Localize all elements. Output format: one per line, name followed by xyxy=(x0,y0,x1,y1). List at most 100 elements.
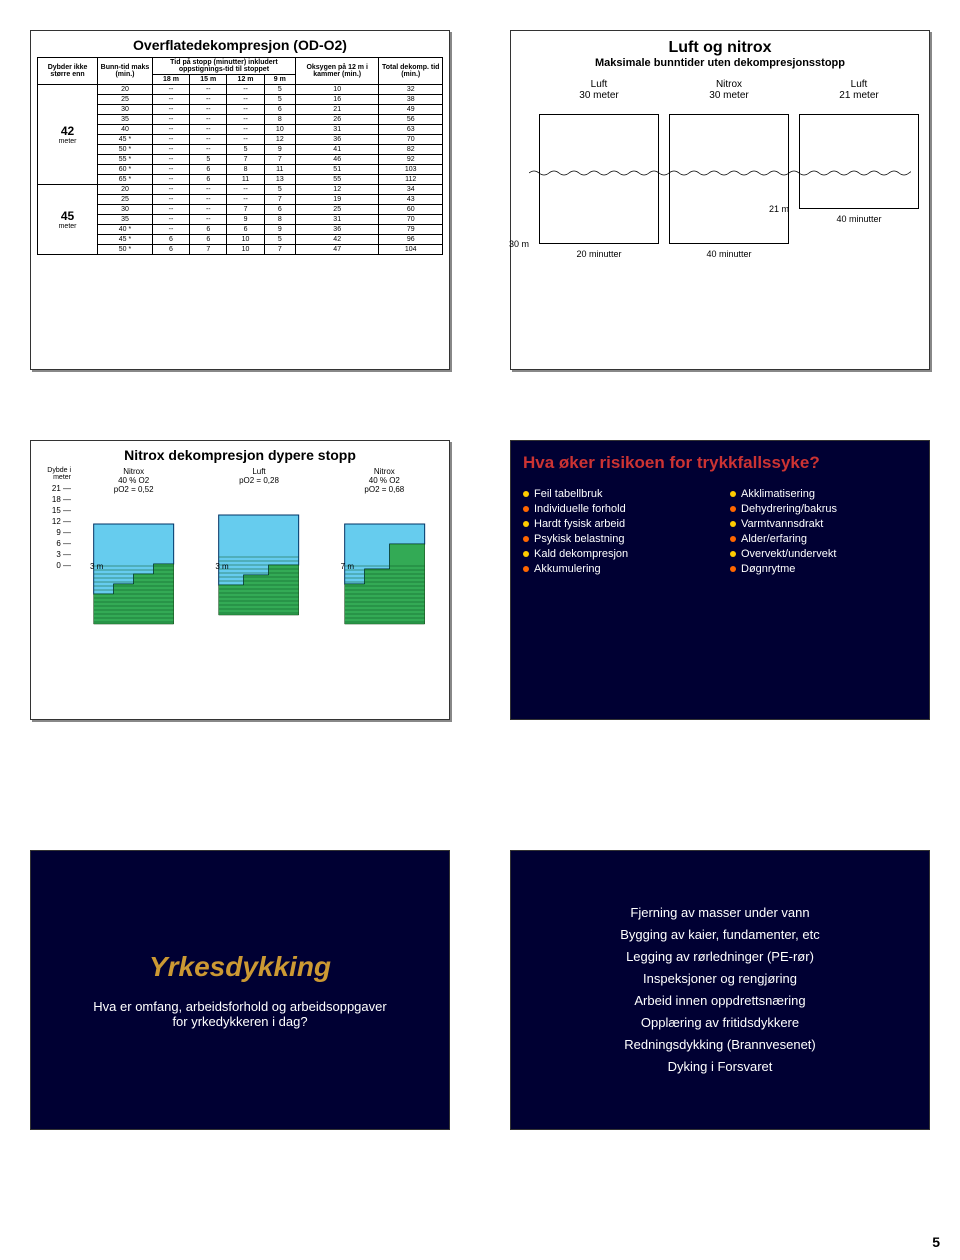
risk-text: Psykisk belastning xyxy=(534,533,625,545)
risk-text: Alder/erfaring xyxy=(741,533,807,545)
table-cell: 31 xyxy=(295,215,378,225)
task-item: Fjerning av masser under vann xyxy=(531,902,909,924)
profile-column: LuftpO2 = 0,28 3 m xyxy=(200,467,317,667)
table-cell: 7 xyxy=(227,155,264,165)
bullet-icon xyxy=(730,506,736,512)
slide-nitrox-dekompresjon: Nitrox dekompresjon dypere stopp Dybde i… xyxy=(30,440,450,720)
profile-label: LuftpO2 = 0,28 xyxy=(200,467,317,485)
table-cell: 6 xyxy=(264,105,295,115)
table-cell: -- xyxy=(190,85,227,95)
table-cell: 5 xyxy=(264,185,295,195)
s1-title: Overflatedekompresjon (OD-O2) xyxy=(37,37,443,53)
bullet-icon xyxy=(730,551,736,557)
risk-text: Akklimatisering xyxy=(741,488,815,500)
table-cell: 47 xyxy=(295,245,378,255)
risk-item: Akkumulering xyxy=(523,563,710,575)
table-cell: 10 xyxy=(227,235,264,245)
table-cell: 25 xyxy=(98,195,153,205)
profiles-area: Nitrox40 % O2pO2 = 0,523 mLuftpO2 = 0,28… xyxy=(75,467,443,667)
table-cell: -- xyxy=(152,95,189,105)
risk-item: Akklimatisering xyxy=(730,488,917,500)
table-cell: 10 xyxy=(264,125,295,135)
risk-item: Døgnrytme xyxy=(730,563,917,575)
depth-bar xyxy=(799,114,919,209)
table-cell: 7 xyxy=(264,245,295,255)
table-cell: 92 xyxy=(379,155,443,165)
table-cell: 8 xyxy=(264,215,295,225)
col-label: Luft21 meter xyxy=(799,79,919,101)
sh3: 9 m xyxy=(264,75,295,85)
table-cell: 60 xyxy=(379,205,443,215)
col-label: Nitrox30 meter xyxy=(669,79,789,101)
time-label: 40 minutter xyxy=(799,214,919,224)
step-label: 3 m xyxy=(215,562,228,571)
bullet-icon xyxy=(523,521,529,527)
table-cell: 10 xyxy=(227,245,264,255)
table-cell: -- xyxy=(190,145,227,155)
table-cell: -- xyxy=(190,115,227,125)
profile-column: Nitrox40 % O2pO2 = 0,52 3 m xyxy=(75,467,192,667)
s2-sub: Maksimale bunntider uten dekompresjonsst… xyxy=(519,57,921,69)
task-item: Opplæring av fritidsdykkere xyxy=(531,1012,909,1034)
table-cell: 35 xyxy=(98,215,153,225)
table-cell: -- xyxy=(152,215,189,225)
table-cell: 34 xyxy=(379,185,443,195)
table-cell: 30 xyxy=(98,205,153,215)
table-cell: 49 xyxy=(379,105,443,115)
y-axis-label: Dybde i meter xyxy=(37,467,71,481)
task-item: Arbeid innen oppdrettsnæring xyxy=(531,990,909,1012)
table-cell: 20 xyxy=(98,85,153,95)
h0: Dybder ikke større enn xyxy=(38,58,98,85)
table-cell: 65 * xyxy=(98,175,153,185)
risk-item: Varmtvannsdrakt xyxy=(730,518,917,530)
time-label: 20 minutter xyxy=(539,249,659,259)
table-cell: -- xyxy=(190,105,227,115)
risk-item: Overvekt/undervekt xyxy=(730,548,917,560)
table-cell: 7 xyxy=(190,245,227,255)
table-cell: 51 xyxy=(295,165,378,175)
y-tick: 12 — xyxy=(37,516,71,527)
y-tick: 18 — xyxy=(37,494,71,505)
table-cell: 10 xyxy=(295,85,378,95)
risk-item: Psykisk belastning xyxy=(523,533,710,545)
h1: Bunn-tid maks (min.) xyxy=(98,58,153,85)
table-cell: 16 xyxy=(295,95,378,105)
table-cell: 11 xyxy=(264,165,295,175)
s2-chart: Luft30 meter30 m20 minutterNitrox30 mete… xyxy=(519,79,921,339)
risk-item: Feil tabellbruk xyxy=(523,488,710,500)
table-cell: 5 xyxy=(264,235,295,245)
table-cell: -- xyxy=(152,105,189,115)
table-cell: 40 * xyxy=(98,225,153,235)
y-tick: 9 — xyxy=(37,527,71,538)
table-cell: 56 xyxy=(379,115,443,125)
profile-label: Nitrox40 % O2pO2 = 0,68 xyxy=(326,467,443,494)
risk-item: Kald dekompresjon xyxy=(523,548,710,560)
s5-title: Yrkesdykking xyxy=(149,951,331,983)
sh2: 12 m xyxy=(227,75,264,85)
table-cell: 103 xyxy=(379,165,443,175)
s5-sub: Hva er omfang, arbeidsforhold og arbeids… xyxy=(90,999,390,1029)
table-cell: 55 xyxy=(295,175,378,185)
table-cell: -- xyxy=(190,135,227,145)
profile-label: Nitrox40 % O2pO2 = 0,52 xyxy=(75,467,192,494)
table-cell: -- xyxy=(152,85,189,95)
table-cell: 7 xyxy=(227,205,264,215)
task-item: Legging av rørledninger (PE-rør) xyxy=(531,946,909,968)
h3: Oksygen på 12 m i kammer (min.) xyxy=(295,58,378,85)
table-cell: -- xyxy=(227,125,264,135)
bullet-icon xyxy=(523,506,529,512)
table-cell: 25 xyxy=(98,95,153,105)
table-cell: -- xyxy=(190,215,227,225)
risk-item: Hardt fysisk arbeid xyxy=(523,518,710,530)
step-label: 3 m xyxy=(90,562,103,571)
table-cell: 50 * xyxy=(98,145,153,155)
table-cell: -- xyxy=(227,185,264,195)
task-item: Inspeksjoner og rengjøring xyxy=(531,968,909,990)
h4: Total dekomp. tid (min.) xyxy=(379,58,443,85)
risk-text: Døgnrytme xyxy=(741,563,795,575)
y-tick: 0 — xyxy=(37,560,71,571)
task-item: Dyking i Forsvaret xyxy=(531,1056,909,1078)
table-cell: 6 xyxy=(152,245,189,255)
table-cell: 5 xyxy=(264,85,295,95)
task-item: Bygging av kaier, fundamenter, etc xyxy=(531,924,909,946)
